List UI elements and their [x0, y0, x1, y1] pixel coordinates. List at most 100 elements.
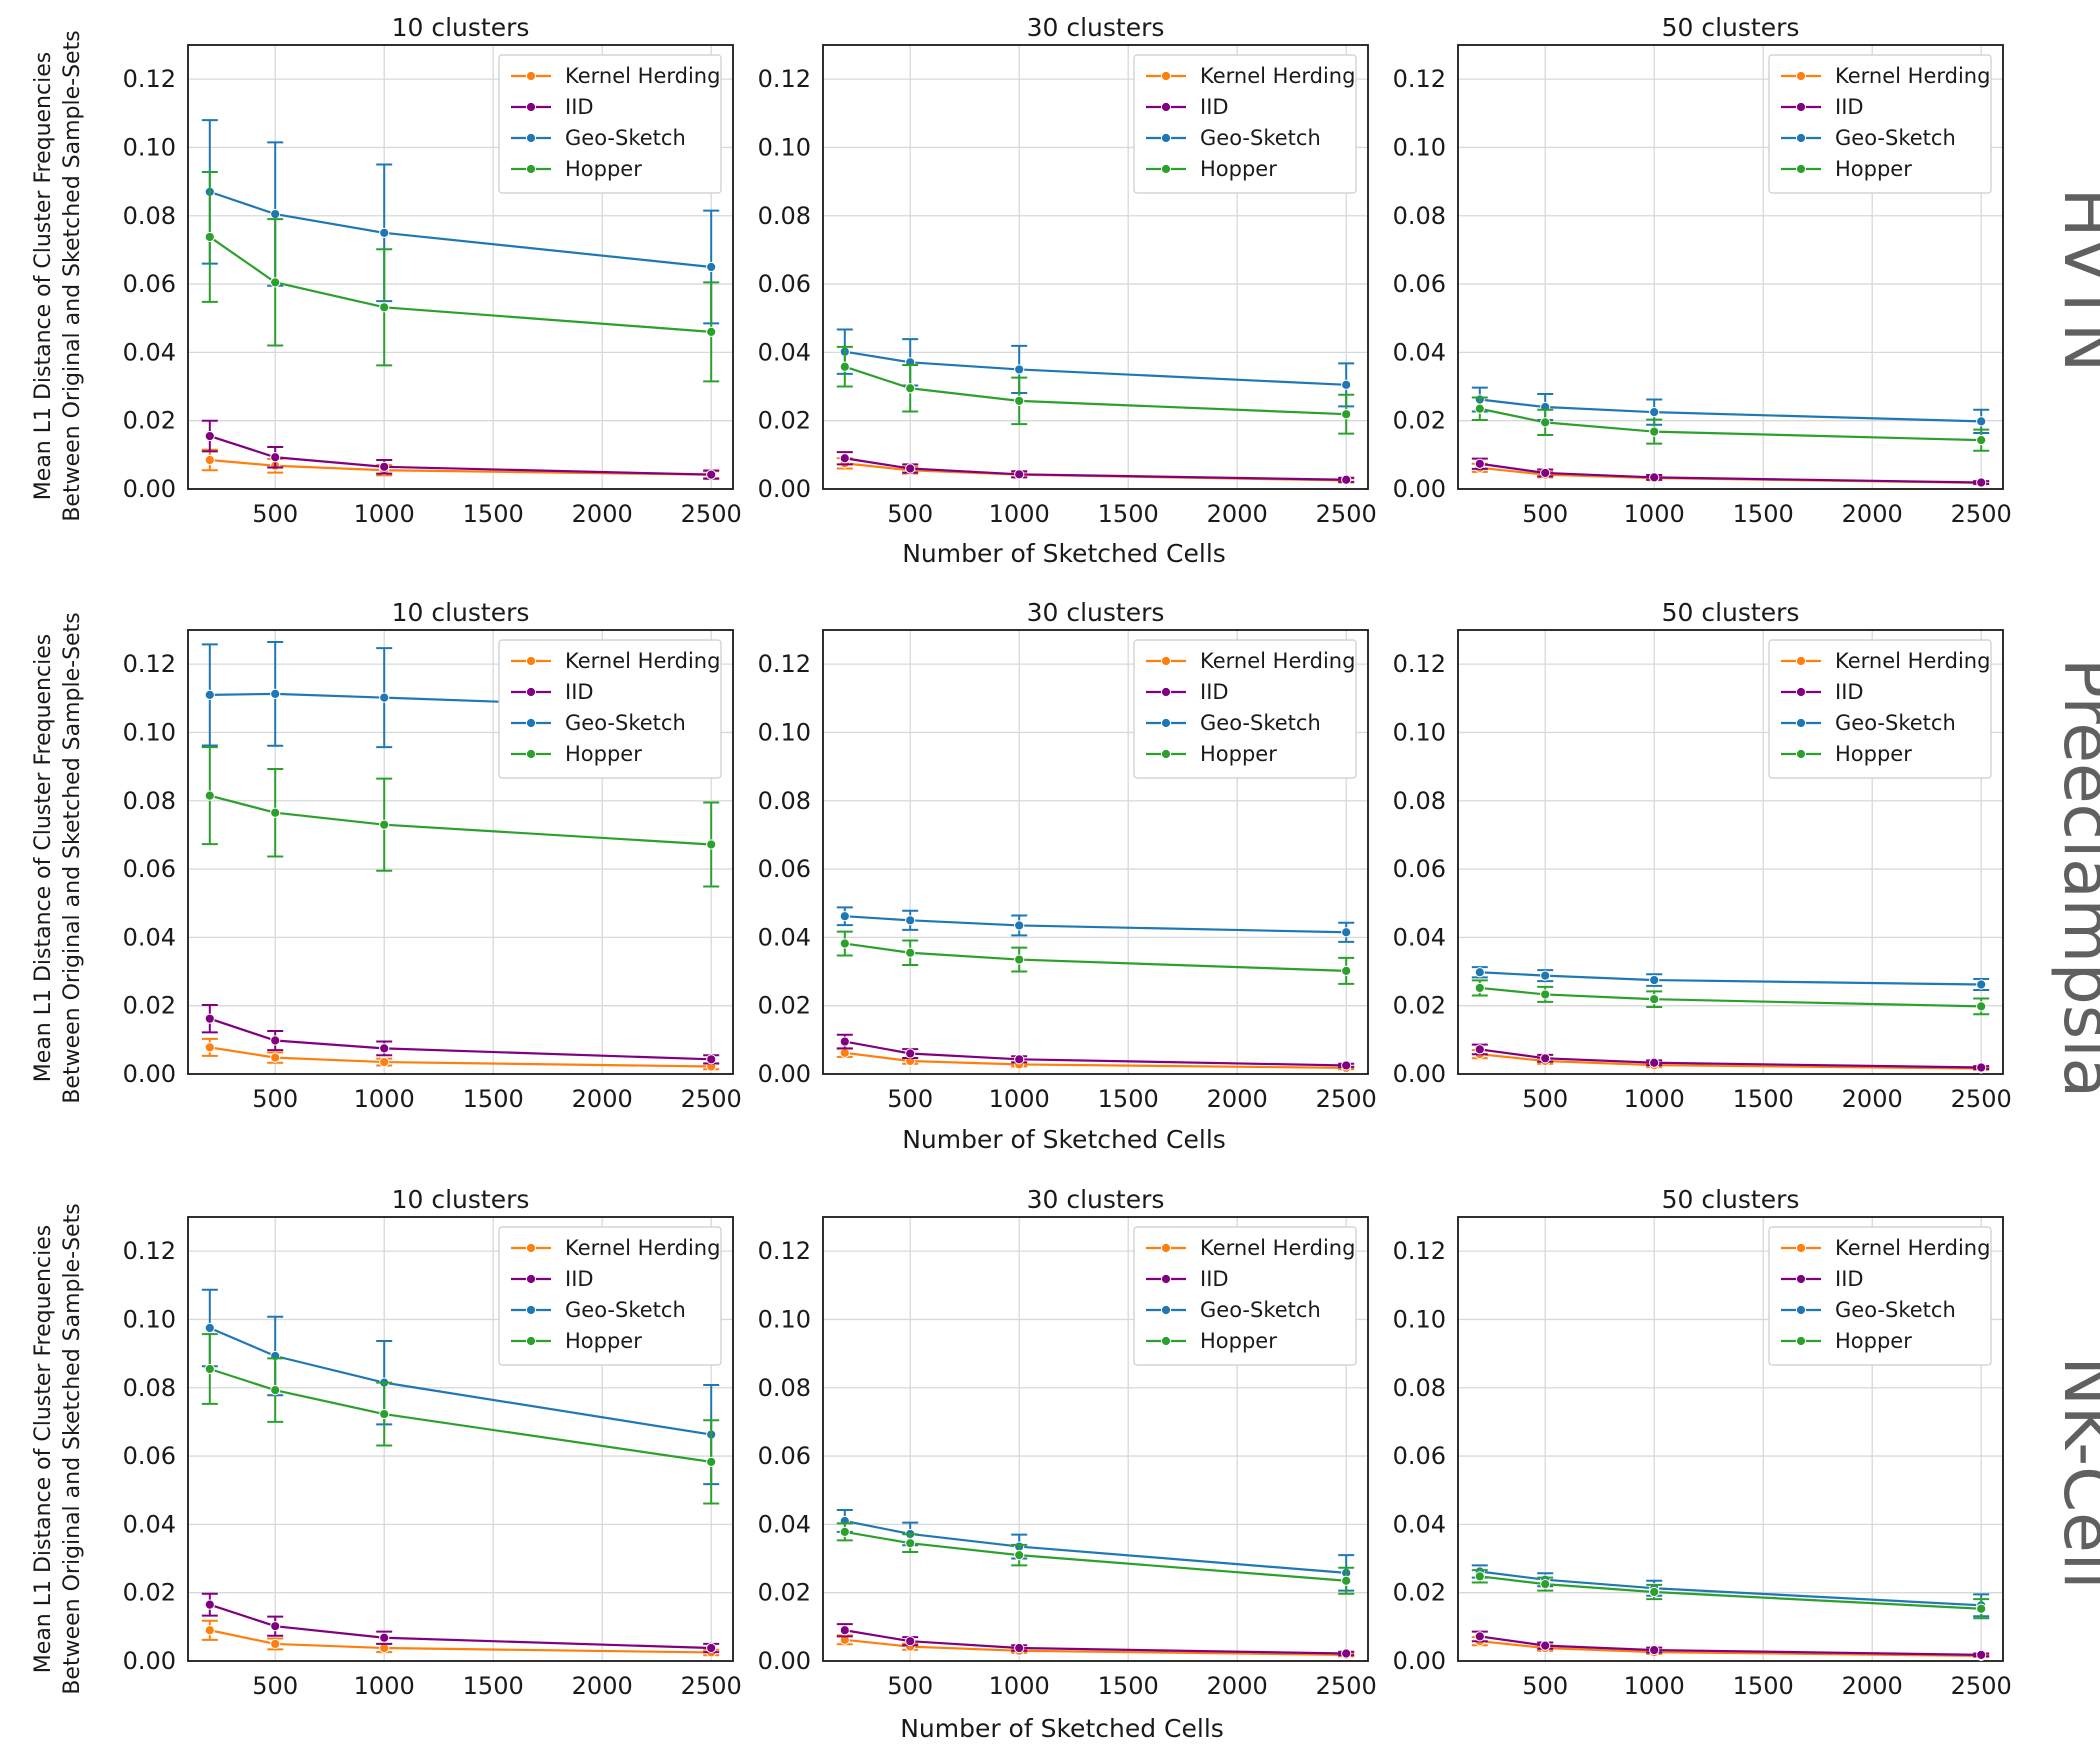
data-point	[1474, 1631, 1485, 1642]
x-tick-label: 500	[887, 500, 933, 528]
data-point	[379, 1056, 390, 1068]
legend-swatch-marker	[1795, 1242, 1807, 1254]
legend-label: Geo-Sketch	[1200, 1298, 1321, 1322]
y-tick-label: 0.12	[758, 650, 811, 678]
legend-label: Geo-Sketch	[1200, 711, 1321, 735]
panel-nk-cell-30-clusters: 0.00 0.02 0.04 0.06 0.08 0.10 0.12 500 1000 1500 2…	[758, 1185, 1377, 1700]
x-tick-label: 1000	[354, 1085, 415, 1113]
series-line	[844, 915, 1347, 934]
data-point	[1649, 407, 1660, 418]
x-tick-label: 2500	[681, 1672, 742, 1700]
panel-title: 10 clusters	[392, 13, 530, 42]
data-point	[706, 326, 717, 337]
y-tick-label: 0.04	[1393, 338, 1446, 366]
legend-swatch-marker	[525, 101, 537, 113]
panel-nk-cell-50-clusters: 0.00 0.02 0.04 0.06 0.08 0.10 0.12 500 1000 1500 2…	[1393, 1185, 2012, 1700]
data-point	[839, 1047, 850, 1058]
legend-swatch-marker	[1795, 748, 1807, 760]
data-point	[379, 819, 390, 830]
series-iid	[836, 451, 1355, 485]
series-hopper	[836, 1522, 1355, 1595]
y-tick-label: 0.00	[1393, 1647, 1446, 1675]
data-point	[905, 1048, 916, 1059]
legend-swatch-marker	[1795, 163, 1807, 175]
legend-box	[498, 639, 722, 779]
x-tick-label: 2000	[572, 500, 633, 528]
x-tick-label: 1500	[1733, 500, 1794, 528]
x-tick-label: 1000	[354, 500, 415, 528]
legend-swatch-marker	[1160, 163, 1172, 175]
series-line	[1479, 1640, 1982, 1657]
data-point	[1014, 1054, 1025, 1065]
series-line	[209, 1629, 712, 1654]
data-point	[1976, 1062, 1987, 1073]
y-tick-label: 0.10	[758, 1305, 811, 1333]
y-tick-label: 0.00	[1393, 1060, 1446, 1088]
x-tick-label: 2500	[1316, 500, 1377, 528]
legend-label: Hopper	[1835, 1329, 1912, 1353]
x-tick-label: 1500	[1098, 1085, 1159, 1113]
legend: Kernel Herding IID Geo-Sketch Hopper	[498, 1226, 722, 1366]
data-point	[379, 1632, 390, 1643]
data-point	[1474, 982, 1485, 994]
data-point	[1540, 989, 1551, 1000]
data-point	[204, 1042, 215, 1053]
y-tick-label: 0.10	[123, 718, 176, 746]
legend-swatch-marker	[525, 717, 537, 729]
legend-label: Kernel Herding	[1200, 64, 1355, 88]
x-tick-label: 2000	[1207, 1672, 1268, 1700]
panel-preeclampsia-50-clusters: 0.00 0.02 0.04 0.06 0.08 0.10 0.12 500 1000 1500 2…	[1393, 598, 2012, 1113]
legend-swatch-marker	[1795, 1273, 1807, 1285]
data-point	[270, 1035, 281, 1046]
panel-nk-cell-10-clusters: 0.00 0.02 0.04 0.06 0.08 0.10 0.12 500 1000 1500 2…	[123, 1185, 742, 1700]
x-tick-label: 1000	[1624, 1085, 1685, 1113]
legend-box	[498, 54, 722, 194]
panel-title: 50 clusters	[1662, 1185, 1800, 1214]
y-tick-label: 0.06	[758, 270, 811, 298]
y-tick-label: 0.00	[1393, 475, 1446, 503]
y-tick-label: 0.04	[1393, 1510, 1446, 1538]
data-point	[379, 1408, 390, 1420]
series-line	[1479, 407, 1982, 442]
data-point	[1976, 1603, 1987, 1614]
plot-frame	[1457, 44, 2004, 490]
data-point	[839, 938, 850, 949]
y-tick-label: 0.10	[1393, 718, 1446, 746]
legend: Kernel Herding IID Geo-Sketch Hopper	[498, 54, 722, 194]
legend-swatch-marker	[525, 163, 537, 175]
series-geo-sketch	[836, 1509, 1355, 1592]
data-point	[204, 1322, 215, 1334]
legend-box	[1768, 1226, 1992, 1366]
y-tick-label: 0.02	[758, 1579, 811, 1607]
y-tick-label: 0.08	[1393, 202, 1446, 230]
data-point	[270, 807, 281, 818]
y-tick-label: 0.10	[123, 133, 176, 161]
series-line	[209, 236, 712, 333]
y-tick-label: 0.04	[123, 923, 176, 951]
y-tick-label: 0.06	[1393, 1442, 1446, 1470]
series-line	[844, 1638, 1347, 1656]
legend-label: IID	[1200, 680, 1229, 704]
series-line	[844, 1051, 1347, 1069]
panel-title: 10 clusters	[392, 598, 530, 627]
legend-swatch-marker	[525, 686, 537, 698]
legend-swatch-marker	[1160, 1335, 1172, 1347]
legend-label: Hopper	[1200, 742, 1277, 766]
data-point	[1014, 395, 1025, 406]
x-tick-label: 2000	[1842, 500, 1903, 528]
series-line	[1479, 1048, 1982, 1069]
legend-box	[1768, 639, 1992, 779]
series-line	[844, 365, 1347, 416]
x-tick-label: 500	[887, 1672, 933, 1700]
y-tick-label: 0.06	[758, 1442, 811, 1470]
y-tick-label: 0.08	[758, 787, 811, 815]
data-point	[1014, 954, 1025, 965]
y-tick-label: 0.06	[123, 855, 176, 883]
series-geo-sketch	[836, 328, 1355, 408]
x-tick-label: 500	[252, 500, 298, 528]
data-point	[270, 277, 281, 288]
data-point	[1649, 1586, 1660, 1598]
series-hopper	[1471, 396, 1990, 452]
data-point	[1474, 1571, 1485, 1582]
legend-swatch-marker	[1160, 1304, 1172, 1316]
